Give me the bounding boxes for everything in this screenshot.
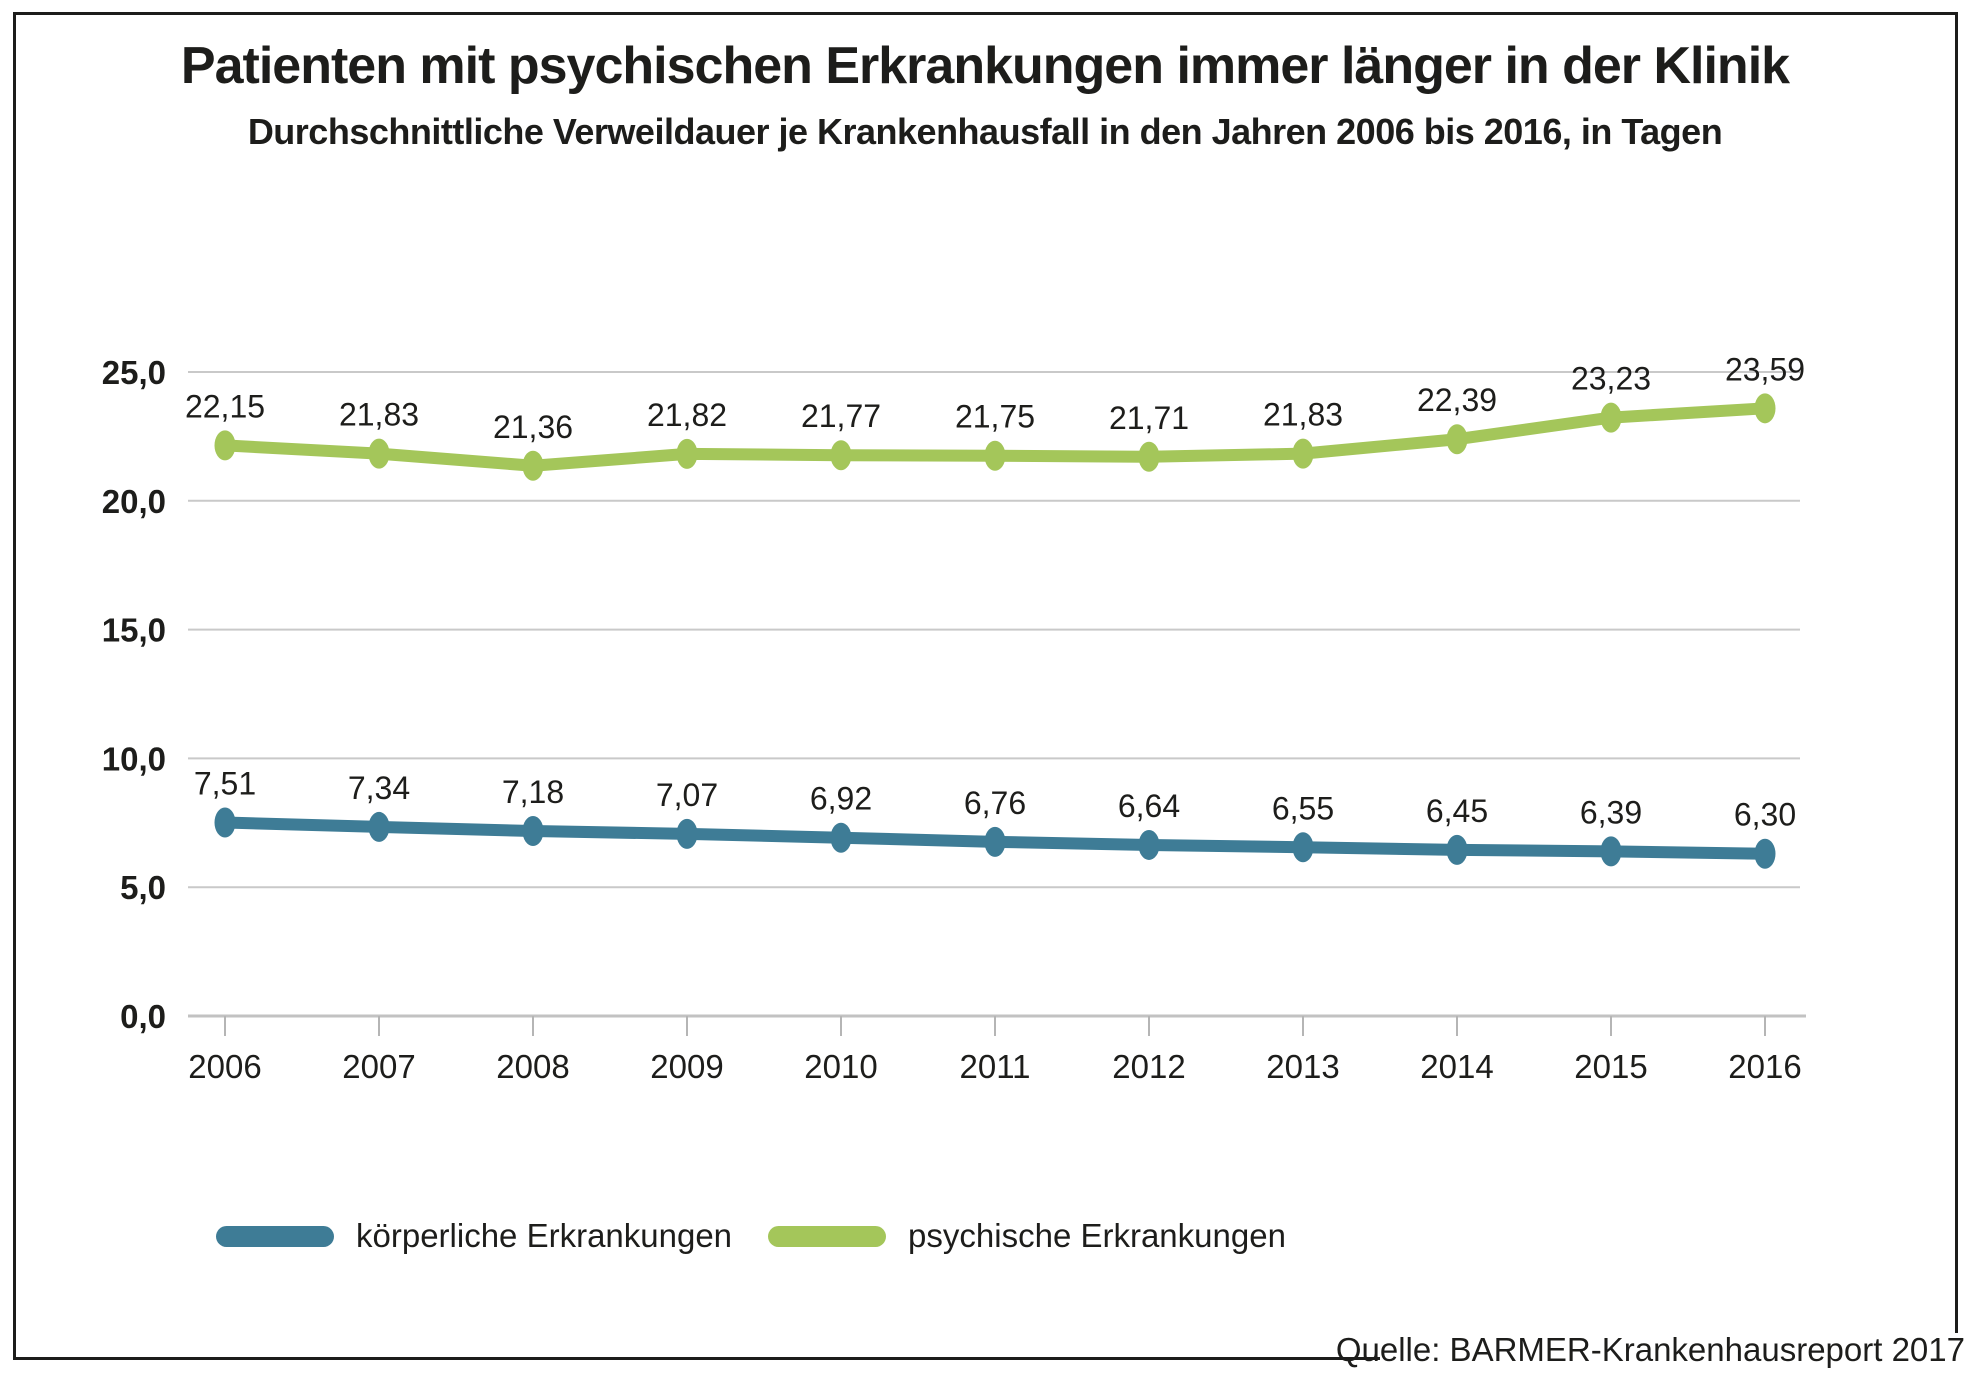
- data-label: 6,92: [810, 781, 872, 817]
- data-point-marker: [1754, 393, 1776, 424]
- data-point-marker: [214, 430, 236, 461]
- data-label: 21,77: [801, 398, 881, 434]
- data-point-marker: [1600, 402, 1622, 433]
- data-point-marker: [984, 826, 1006, 857]
- data-point-marker: [984, 440, 1006, 471]
- chart-legend: körperliche Erkrankungen psychische Erkr…: [216, 1216, 1286, 1256]
- x-axis-tick-label: 2008: [496, 1048, 569, 1085]
- y-axis-tick-label: 15,0: [102, 612, 166, 649]
- x-axis-tick-label: 2010: [804, 1048, 877, 1085]
- x-axis-tick-label: 2015: [1574, 1048, 1647, 1085]
- data-point-marker: [1292, 832, 1314, 863]
- frame-border-left: [13, 12, 16, 1360]
- data-label: 21,75: [955, 399, 1035, 435]
- x-axis-tick-label: 2012: [1112, 1048, 1185, 1085]
- legend-label: körperliche Erkrankungen: [356, 1217, 733, 1254]
- x-axis-tick-label: 2013: [1266, 1048, 1339, 1085]
- data-point-marker: [1446, 424, 1468, 455]
- data-label: 23,23: [1571, 361, 1651, 397]
- y-axis-tick-label: 20,0: [102, 483, 166, 520]
- data-label: 7,51: [194, 766, 256, 802]
- legend-label: psychische Erkrankungen: [908, 1217, 1286, 1254]
- data-point-marker: [1754, 838, 1776, 869]
- data-point-marker: [368, 811, 390, 842]
- data-label: 22,39: [1417, 382, 1497, 418]
- data-point-marker: [676, 438, 698, 469]
- x-axis-tick-label: 2011: [960, 1048, 1031, 1085]
- frame-border-bottom: [13, 1357, 1380, 1360]
- data-label: 21,71: [1109, 400, 1189, 436]
- source-note: Quelle: BARMER-Krankenhausreport 2017: [1335, 1331, 1965, 1368]
- data-label: 6,39: [1580, 794, 1642, 830]
- y-axis-tick-label: 0,0: [120, 998, 166, 1035]
- chart-subtitle: Durchschnittliche Verweildauer je Kranke…: [247, 111, 1723, 152]
- x-axis-tick-label: 2009: [650, 1048, 723, 1085]
- data-label: 21,36: [493, 409, 573, 445]
- y-axis-tick-label: 25,0: [102, 354, 166, 391]
- y-axis-tick-label: 10,0: [102, 740, 166, 777]
- data-label: 7,07: [656, 777, 718, 813]
- data-label: 6,30: [1734, 797, 1796, 833]
- data-point-marker: [522, 816, 544, 847]
- data-point-marker: [368, 438, 390, 469]
- data-label: 21,82: [647, 397, 727, 433]
- data-point-marker: [1292, 438, 1314, 469]
- legend-item-psychische: psychische Erkrankungen: [768, 1216, 1286, 1256]
- data-label: 6,55: [1272, 790, 1334, 826]
- data-point-marker: [214, 807, 236, 838]
- data-point-marker: [830, 440, 852, 471]
- data-label: 22,15: [185, 388, 265, 424]
- y-axis-tick-label: 5,0: [120, 869, 166, 906]
- data-point-marker: [830, 822, 852, 853]
- x-axis-tick-label: 2007: [342, 1048, 415, 1085]
- data-label: 6,64: [1118, 788, 1180, 824]
- data-label: 6,45: [1426, 793, 1488, 829]
- frame-border-top: [13, 12, 1958, 15]
- data-label: 7,18: [502, 774, 564, 810]
- chart-title: Patienten mit psychischen Erkrankungen i…: [180, 37, 1790, 95]
- legend-item-koerperliche: körperliche Erkrankungen: [216, 1216, 732, 1256]
- data-label: 21,83: [1263, 397, 1343, 433]
- legend-swatch-green: [768, 1225, 887, 1247]
- data-label: 23,59: [1725, 351, 1805, 387]
- x-axis-tick-label: 2006: [188, 1048, 261, 1085]
- x-axis-tick-label: 2014: [1420, 1048, 1493, 1085]
- data-point-marker: [1138, 829, 1160, 860]
- data-label: 7,34: [348, 770, 410, 806]
- data-point-marker: [1138, 441, 1160, 472]
- data-point-marker: [1446, 834, 1468, 865]
- data-label: 6,76: [964, 785, 1026, 821]
- x-axis-tick-label: 2016: [1728, 1048, 1801, 1085]
- data-point-marker: [1600, 836, 1622, 867]
- data-point-marker: [676, 818, 698, 849]
- data-label: 21,83: [339, 397, 419, 433]
- legend-swatch-blue: [216, 1225, 334, 1247]
- data-point-marker: [522, 450, 544, 481]
- frame-border-right: [1955, 12, 1958, 1333]
